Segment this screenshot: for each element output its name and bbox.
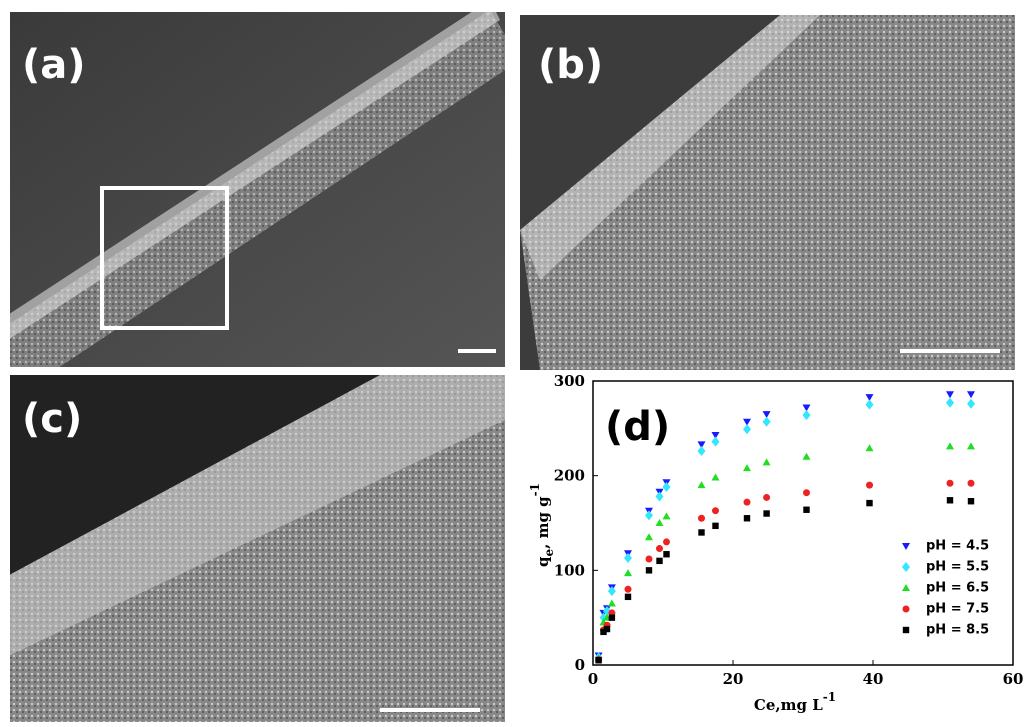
legend-marker [903, 606, 910, 613]
data-point [803, 410, 811, 420]
data-point [968, 480, 975, 487]
data-point [866, 444, 874, 451]
data-point [947, 497, 953, 503]
data-point [656, 558, 662, 564]
data-point [698, 446, 706, 456]
legend-marker [902, 562, 910, 572]
data-point [663, 482, 671, 492]
data-point [595, 657, 601, 663]
data-point [625, 586, 632, 593]
y-tick-label: 300 [554, 372, 585, 390]
panel-label: (b) [538, 42, 603, 88]
y-tick-label: 0 [575, 656, 585, 674]
legend-marker [902, 543, 910, 550]
data-point [712, 507, 719, 514]
legend-marker [903, 627, 909, 633]
data-point [663, 512, 671, 519]
data-point [698, 515, 705, 522]
data-point [947, 480, 954, 487]
data-point [656, 491, 664, 501]
data-point [946, 391, 954, 398]
x-tick-label: 0 [588, 670, 598, 688]
x-axis-label: Ce,mg L-1 [754, 690, 836, 714]
data-point [663, 551, 669, 557]
data-point [803, 489, 810, 496]
data-point [866, 482, 873, 489]
data-point [763, 494, 770, 501]
data-point [946, 442, 954, 449]
data-point [712, 437, 720, 447]
data-point [967, 391, 975, 398]
data-point [763, 417, 771, 427]
data-point [967, 442, 975, 449]
data-point [624, 569, 632, 576]
data-point [656, 519, 664, 526]
data-point [743, 464, 751, 471]
x-tick-label: 20 [723, 670, 744, 688]
data-point [967, 399, 975, 409]
data-point [608, 599, 616, 606]
legend-label: pH = 4.5 [926, 539, 989, 554]
panel-label: (a) [22, 42, 86, 88]
data-point [646, 555, 653, 562]
data-point [803, 507, 809, 513]
data-point [645, 510, 653, 520]
data-point [744, 499, 751, 506]
legend-label: pH = 5.5 [926, 560, 989, 575]
data-point [866, 500, 872, 506]
data-point [712, 474, 720, 481]
y-tick-label: 200 [554, 467, 585, 485]
data-point [698, 481, 706, 488]
x-tick-label: 60 [1003, 670, 1024, 688]
data-point [744, 515, 750, 521]
legend-marker [902, 584, 910, 591]
data-point [803, 453, 811, 460]
data-point [625, 594, 631, 600]
figure: (a) (b) (c) (d) Ce,mg L-1 qe, mg g-1 0 20… [0, 0, 1025, 727]
data-point [656, 545, 663, 552]
data-point [645, 533, 653, 540]
panel-label: (d) [605, 404, 670, 450]
data-point [712, 523, 718, 529]
data-point [763, 458, 771, 465]
data-point [604, 626, 610, 632]
data-point [609, 614, 615, 620]
data-point [624, 553, 632, 563]
panel-label: (c) [22, 396, 82, 442]
data-point [866, 400, 874, 410]
data-point [763, 510, 769, 516]
legend-label: pH = 7.5 [926, 602, 989, 617]
x-tick-label: 40 [863, 670, 884, 688]
chart: (d) Ce,mg L-1 qe, mg g-1 0 20 40 60 0 100 200 3… [528, 372, 1023, 714]
data-point [663, 538, 670, 545]
y-tick-label: 100 [554, 561, 585, 579]
data-point [743, 424, 751, 434]
data-point [608, 586, 616, 596]
data-point [698, 529, 704, 535]
data-point [946, 398, 954, 408]
data-point [968, 498, 974, 504]
y-axis-label: qe, mg g-1 [528, 483, 556, 567]
data-point [646, 567, 652, 573]
legend-label: pH = 6.5 [926, 581, 989, 596]
legend-label: pH = 8.5 [926, 623, 989, 638]
